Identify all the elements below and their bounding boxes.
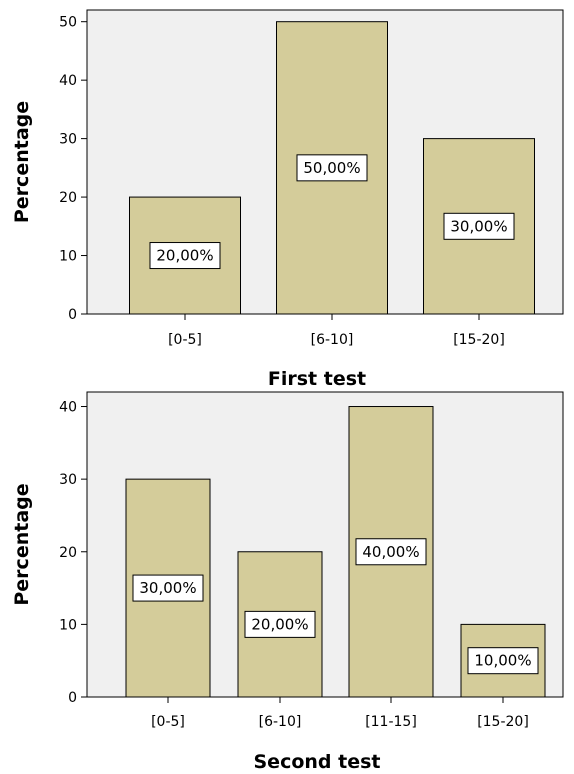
y-axis-title: Percentage <box>11 483 33 605</box>
data-label-box <box>149 242 221 270</box>
data-label: 30,00% <box>450 217 507 235</box>
x-tick-label: [0-5] <box>151 714 185 730</box>
x-tick-label: [11-15] <box>365 714 417 730</box>
y-tick-label: 30 <box>59 132 77 148</box>
x-tick-label: [15-20] <box>477 714 529 730</box>
y-tick-label: 40 <box>59 73 77 89</box>
y-tick-label: 0 <box>68 307 77 323</box>
data-label: 10,00% <box>474 652 531 670</box>
data-label-box <box>296 154 368 182</box>
y-tick-label: 10 <box>59 249 77 265</box>
data-label-box <box>443 212 515 240</box>
data-label: 30,00% <box>139 579 196 597</box>
first-test-chart: 0 10 20 30 40 50 [0-5] 20,00% [6-10] 50,00% [15-20… <box>11 9 564 390</box>
second-test-chart: 0 10 20 30 40 [0-5] 30,00% [6-10] 20,00% [11-15] 4… <box>11 391 564 773</box>
x-tick-label: [6-10] <box>311 332 354 348</box>
y-tick-label: 30 <box>59 472 77 488</box>
y-tick-label: 0 <box>68 690 77 706</box>
data-label: 20,00% <box>156 247 213 265</box>
data-label-box <box>467 647 539 675</box>
x-tick-label: [6-10] <box>259 714 302 730</box>
data-label-box <box>244 610 316 638</box>
y-tick-label: 50 <box>59 15 77 31</box>
data-label-box <box>132 574 204 602</box>
y-axis-title: Percentage <box>11 101 33 223</box>
x-tick-label: [0-5] <box>168 332 202 348</box>
y-tick-label: 20 <box>59 545 77 561</box>
data-label: 20,00% <box>251 615 308 633</box>
y-tick-label: 40 <box>59 400 77 416</box>
x-tick-label: [15-20] <box>453 332 505 348</box>
data-label: 50,00% <box>303 159 360 177</box>
data-label: 40,00% <box>362 543 419 561</box>
data-label-box <box>355 538 427 566</box>
y-tick-label: 20 <box>59 190 77 206</box>
y-tick-label: 10 <box>59 617 77 633</box>
x-axis-title: First test <box>268 368 366 390</box>
x-axis-title: Second test <box>254 751 381 773</box>
